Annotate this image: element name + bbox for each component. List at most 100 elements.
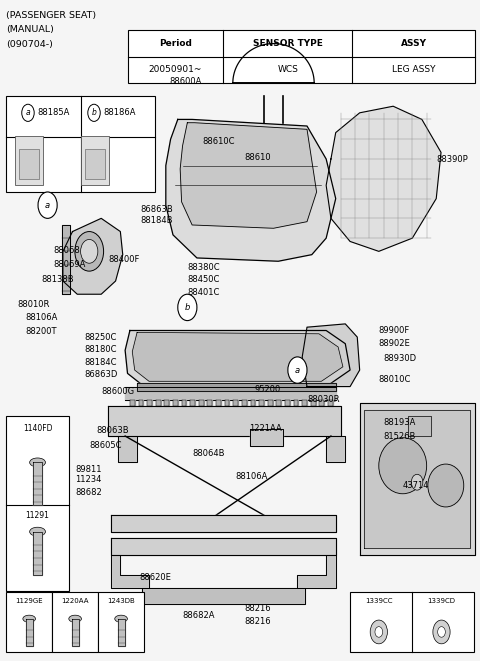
Circle shape xyxy=(375,627,383,637)
Text: 88010C: 88010C xyxy=(379,375,411,384)
Circle shape xyxy=(411,475,423,490)
Text: 43714: 43714 xyxy=(403,481,429,490)
Text: a: a xyxy=(295,366,300,375)
Text: 88610C: 88610C xyxy=(203,137,235,145)
Text: 88902E: 88902E xyxy=(379,338,410,348)
Text: 88063B: 88063B xyxy=(96,426,129,435)
Text: 88184B: 88184B xyxy=(141,216,173,225)
Text: 88401C: 88401C xyxy=(187,288,220,297)
Text: (MANUAL): (MANUAL) xyxy=(6,25,54,34)
Text: 1339CC: 1339CC xyxy=(365,598,393,603)
Circle shape xyxy=(178,294,197,321)
Polygon shape xyxy=(139,400,144,407)
Polygon shape xyxy=(125,387,336,400)
Text: (090704-): (090704-) xyxy=(6,40,53,49)
Polygon shape xyxy=(181,400,186,407)
Text: 88216: 88216 xyxy=(245,617,271,626)
Text: 1221AA: 1221AA xyxy=(250,424,282,432)
Text: 88068: 88068 xyxy=(53,245,80,254)
Text: 88106A: 88106A xyxy=(25,313,58,323)
Circle shape xyxy=(75,231,104,271)
Bar xyxy=(128,30,475,83)
Text: 88185A: 88185A xyxy=(37,108,70,118)
Text: 1129GE: 1129GE xyxy=(15,598,43,603)
Circle shape xyxy=(433,620,450,644)
Polygon shape xyxy=(108,407,340,436)
Polygon shape xyxy=(156,400,160,407)
Polygon shape xyxy=(111,515,336,531)
Text: 88682: 88682 xyxy=(75,488,102,496)
Bar xyxy=(6,97,155,192)
Text: 88682A: 88682A xyxy=(182,611,215,620)
Bar xyxy=(52,592,98,652)
Polygon shape xyxy=(268,400,273,407)
Text: 1220AA: 1220AA xyxy=(61,598,89,603)
Polygon shape xyxy=(164,400,169,407)
Polygon shape xyxy=(328,400,333,407)
Text: a: a xyxy=(45,201,50,210)
Polygon shape xyxy=(294,400,299,407)
Polygon shape xyxy=(285,400,290,407)
Polygon shape xyxy=(26,619,33,646)
Polygon shape xyxy=(225,400,229,407)
Polygon shape xyxy=(276,400,281,407)
Text: 1243DB: 1243DB xyxy=(107,598,135,603)
Bar xyxy=(85,149,105,178)
Bar xyxy=(350,592,474,652)
Polygon shape xyxy=(190,400,195,407)
Text: 88450C: 88450C xyxy=(187,275,220,284)
Text: 88600A: 88600A xyxy=(169,77,202,86)
Text: 88605C: 88605C xyxy=(89,442,122,450)
Polygon shape xyxy=(302,324,360,387)
Polygon shape xyxy=(132,332,343,381)
Polygon shape xyxy=(242,400,247,407)
Text: 88250C: 88250C xyxy=(84,332,117,342)
Circle shape xyxy=(288,357,307,383)
Text: 86863D: 86863D xyxy=(84,370,118,379)
Text: 88180C: 88180C xyxy=(84,345,117,354)
Bar xyxy=(6,416,69,591)
Ellipse shape xyxy=(428,464,464,507)
Text: 88610: 88610 xyxy=(245,153,271,162)
Bar xyxy=(14,136,43,185)
Polygon shape xyxy=(199,400,204,407)
Polygon shape xyxy=(118,436,137,463)
Ellipse shape xyxy=(23,615,36,622)
Text: 88106A: 88106A xyxy=(235,473,267,481)
Polygon shape xyxy=(118,619,124,646)
Polygon shape xyxy=(137,383,336,391)
Polygon shape xyxy=(298,555,336,588)
Text: 88030R: 88030R xyxy=(307,395,339,405)
Text: 89811: 89811 xyxy=(75,465,101,473)
Ellipse shape xyxy=(30,527,46,536)
Text: 88390P: 88390P xyxy=(436,155,468,163)
Polygon shape xyxy=(326,436,345,463)
Polygon shape xyxy=(364,410,470,548)
Text: 88380C: 88380C xyxy=(187,263,220,272)
Text: 1140FD: 1140FD xyxy=(23,424,52,433)
Polygon shape xyxy=(360,403,475,555)
Polygon shape xyxy=(408,416,432,436)
Text: 88200T: 88200T xyxy=(25,327,57,336)
Polygon shape xyxy=(250,430,283,446)
Polygon shape xyxy=(173,400,178,407)
Polygon shape xyxy=(259,400,264,407)
Polygon shape xyxy=(302,400,307,407)
Text: 88216: 88216 xyxy=(245,604,271,613)
Text: 88138B: 88138B xyxy=(41,274,74,284)
Polygon shape xyxy=(33,463,42,505)
Polygon shape xyxy=(320,400,324,407)
Text: (PASSENGER SEAT): (PASSENGER SEAT) xyxy=(6,11,96,20)
Circle shape xyxy=(22,104,34,122)
Text: 88600G: 88600G xyxy=(101,387,134,397)
Text: a: a xyxy=(25,108,30,118)
Ellipse shape xyxy=(69,615,82,622)
Text: 89900F: 89900F xyxy=(379,326,410,335)
Text: 88069A: 88069A xyxy=(53,260,86,269)
Text: 88186A: 88186A xyxy=(104,108,136,118)
Text: 88184C: 88184C xyxy=(84,358,117,367)
Text: ASSY: ASSY xyxy=(400,39,427,48)
Text: 11291: 11291 xyxy=(25,510,49,520)
Bar xyxy=(81,136,109,185)
Bar xyxy=(98,592,144,652)
